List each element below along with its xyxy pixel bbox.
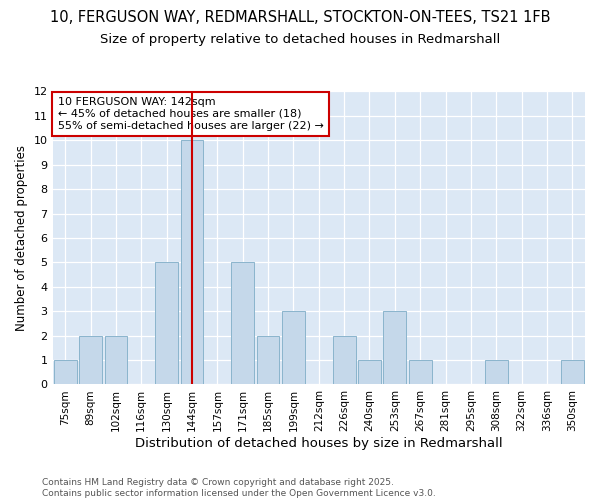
Text: Size of property relative to detached houses in Redmarshall: Size of property relative to detached ho… [100,32,500,46]
Text: Contains HM Land Registry data © Crown copyright and database right 2025.
Contai: Contains HM Land Registry data © Crown c… [42,478,436,498]
Text: 10 FERGUSON WAY: 142sqm
← 45% of detached houses are smaller (18)
55% of semi-de: 10 FERGUSON WAY: 142sqm ← 45% of detache… [58,98,324,130]
Bar [54,360,77,384]
Text: 10, FERGUSON WAY, REDMARSHALL, STOCKTON-ON-TEES, TS21 1FB: 10, FERGUSON WAY, REDMARSHALL, STOCKTON-… [50,10,550,25]
Bar [231,262,254,384]
Bar [104,336,127,384]
Bar [282,311,305,384]
Bar [155,262,178,384]
Bar [409,360,431,384]
Bar [79,336,102,384]
Bar [257,336,280,384]
Bar [333,336,356,384]
Bar [181,140,203,384]
Bar [561,360,584,384]
Bar [358,360,381,384]
Bar [383,311,406,384]
Y-axis label: Number of detached properties: Number of detached properties [15,145,28,331]
X-axis label: Distribution of detached houses by size in Redmarshall: Distribution of detached houses by size … [135,437,503,450]
Bar [485,360,508,384]
